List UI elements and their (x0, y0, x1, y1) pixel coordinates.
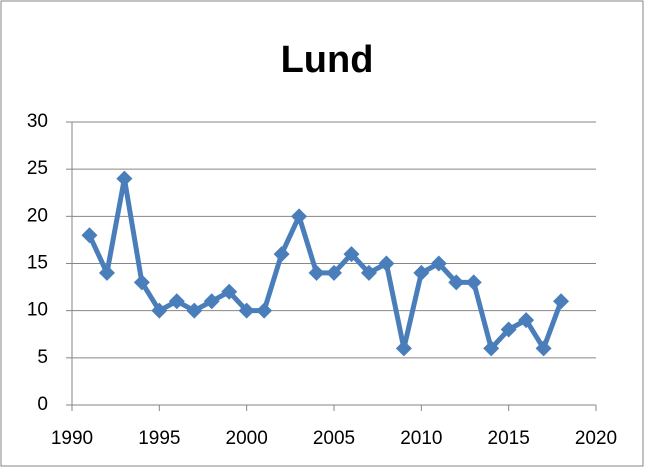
data-point (133, 274, 150, 291)
data-point (221, 283, 238, 300)
data-point (326, 264, 342, 281)
data-point (518, 312, 535, 329)
data-point (308, 264, 325, 281)
data-point (168, 293, 185, 310)
y-tick-label: 30 (27, 111, 48, 132)
x-tick-label: 2020 (575, 428, 617, 449)
data-point (186, 302, 203, 319)
data-point (98, 264, 115, 281)
x-tick-label: 1995 (138, 428, 180, 449)
x-tick-label: 1990 (51, 428, 93, 449)
y-tick-label: 25 (27, 158, 48, 179)
data-point (413, 264, 430, 281)
x-tick-label: 2000 (226, 428, 268, 449)
data-point (203, 293, 220, 310)
data-point (291, 208, 308, 225)
y-tick-label: 0 (37, 394, 48, 415)
x-tick-label: 2015 (488, 428, 530, 449)
y-tick-label: 15 (27, 253, 48, 274)
chart-title: Lund (281, 39, 374, 81)
data-point (378, 255, 395, 272)
y-tick-label: 5 (37, 347, 48, 368)
data-point (360, 264, 377, 281)
y-tick-label: 20 (27, 205, 48, 226)
data-point (395, 340, 412, 357)
y-tick-label: 10 (27, 300, 48, 321)
data-point (116, 170, 133, 187)
data-point (256, 302, 273, 319)
data-point (343, 246, 360, 263)
x-tick-label: 2005 (313, 428, 355, 449)
data-point (500, 321, 517, 338)
data-point (430, 255, 447, 272)
data-line (87, 176, 564, 351)
data-point (81, 227, 98, 244)
data-point (273, 246, 290, 263)
data-point (448, 274, 465, 291)
data-point (238, 302, 255, 319)
x-tick-label: 2010 (400, 428, 442, 449)
data-point (465, 274, 482, 291)
data-point (553, 293, 570, 310)
data-point (483, 340, 500, 357)
data-point (535, 340, 552, 357)
data-point (151, 302, 168, 319)
